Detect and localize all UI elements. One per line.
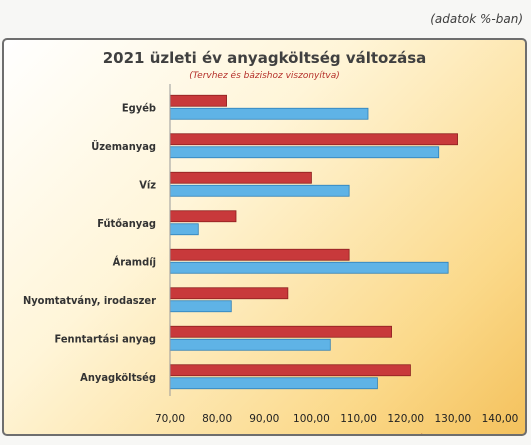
bar-bazishoz (169, 184, 350, 197)
bar-tervhez (169, 325, 392, 338)
x-tick-label: 90,00 (249, 413, 279, 425)
bar-bazishoz (169, 300, 232, 313)
chart-frame: 2021 üzleti év anyagköltség változása (T… (2, 38, 527, 436)
category-label: Fűtőanyag (97, 217, 156, 230)
category-label: Üzemanyag (91, 139, 156, 153)
legend-label: % bázishoz (394, 433, 461, 434)
category-label: Nyomtatvány, irodaszer (23, 294, 156, 307)
x-tick-label: 140,00 (482, 413, 519, 425)
bar-tervhez (169, 94, 227, 107)
bar-bazishoz (169, 146, 440, 159)
bar-bazishoz (169, 107, 369, 120)
x-tick-label: 100,00 (293, 413, 330, 425)
bar-tervhez (169, 248, 350, 261)
x-tick-label: 120,00 (387, 413, 424, 425)
x-tick-label: 70,00 (155, 413, 185, 425)
bar-tervhez (169, 210, 237, 223)
legend-label: % tervhez (274, 433, 335, 434)
category-label: Áramdíj (113, 255, 156, 268)
bar-bazishoz (169, 338, 331, 351)
bar-tervhez (169, 171, 312, 184)
bar-tervhez (169, 133, 458, 146)
bar-tervhez (169, 364, 411, 377)
chart-title: 2021 üzleti év anyagköltség változása (102, 49, 427, 67)
bar-chart: Egyéb Üzemanyag Víz Fűtőanyag Áramdíj Nyomtat… (23, 84, 519, 434)
x-tick-label: 80,00 (202, 413, 232, 425)
bar-bazishoz (169, 223, 199, 236)
x-tick-label: 130,00 (434, 413, 471, 425)
chart-subtitle: (Tervhez és bázishoz viszonyítva) (189, 71, 340, 81)
bar-bazishoz (169, 261, 449, 274)
category-label: Anyagköltség (80, 371, 156, 384)
category-label: Egyéb (122, 101, 156, 114)
category-label: Víz (139, 178, 156, 191)
unit-note: (adatok %-ban) (430, 12, 523, 26)
x-tick-label: 110,00 (340, 413, 377, 425)
bar-tervhez (169, 287, 289, 300)
category-label: Fenntartási anyag (55, 332, 156, 345)
bar-bazishoz (169, 377, 378, 390)
